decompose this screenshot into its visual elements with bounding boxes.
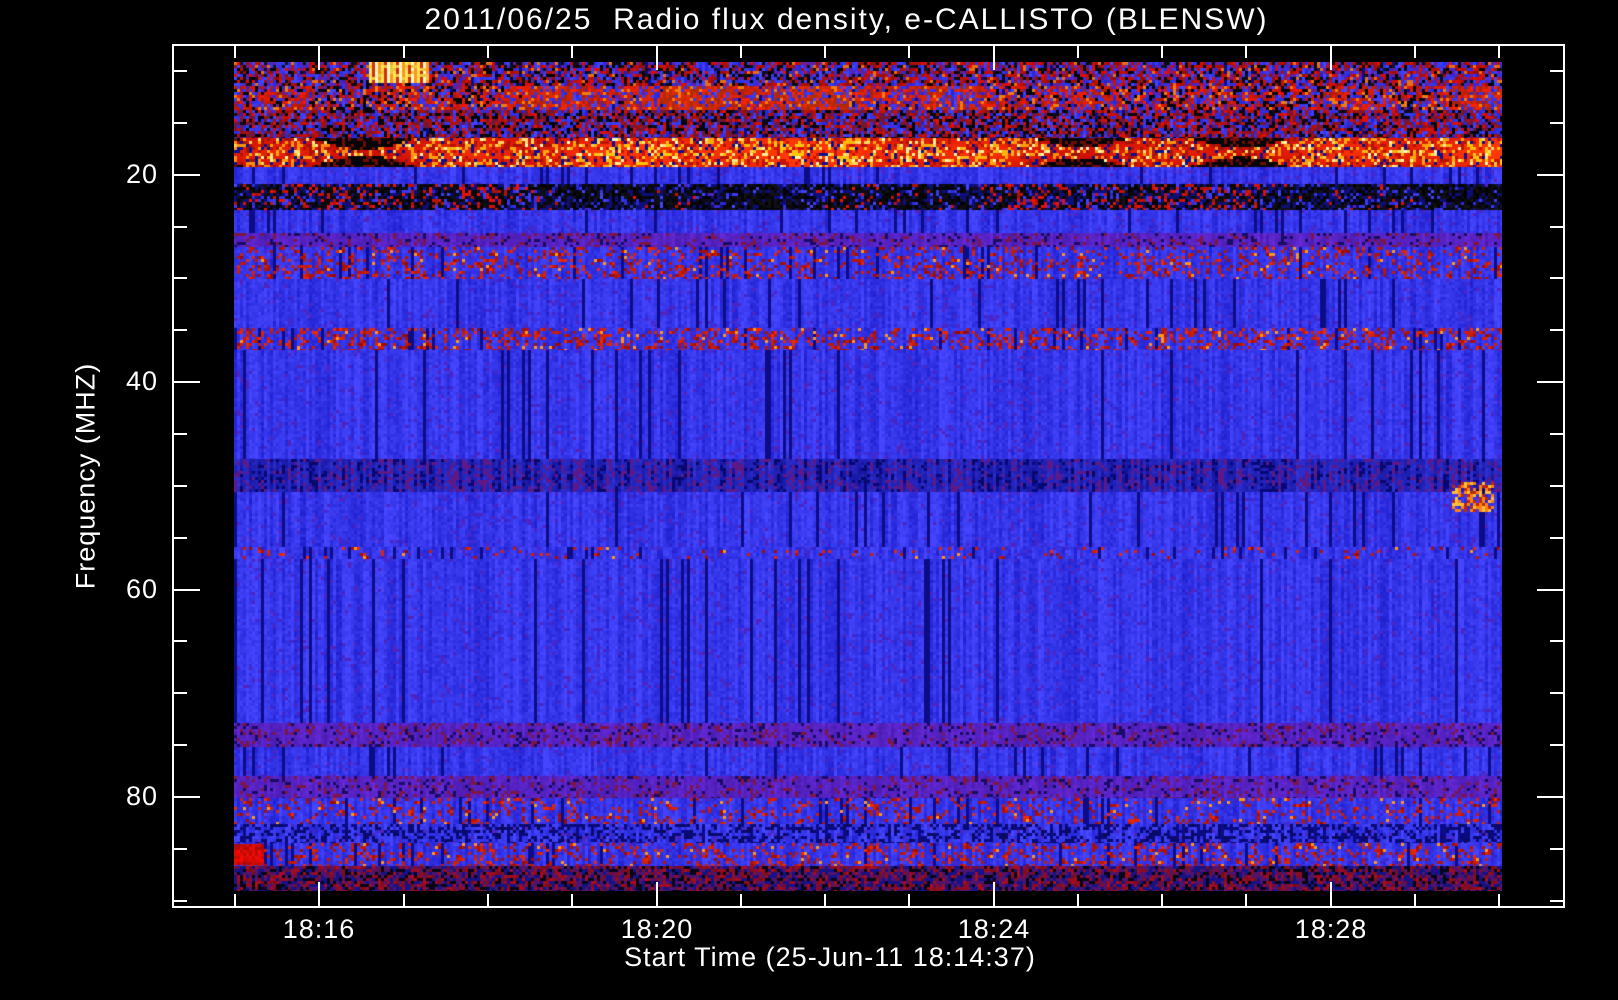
- y-minor-tick: [174, 433, 187, 435]
- y-minor-tick: [1550, 848, 1563, 850]
- x-tick-label: 18:28: [1294, 914, 1368, 944]
- y-major-tick: [174, 589, 200, 591]
- y-tick-label: 80: [125, 781, 158, 811]
- y-minor-tick: [1550, 692, 1563, 694]
- x-minor-tick: [824, 46, 826, 58]
- y-minor-tick: [174, 692, 187, 694]
- x-minor-tick: [1077, 894, 1079, 906]
- y-minor-tick: [174, 640, 187, 642]
- x-major-tick: [1330, 882, 1332, 906]
- x-major-tick: [656, 882, 658, 906]
- y-major-tick: [1537, 589, 1563, 591]
- y-minor-tick: [1550, 744, 1563, 746]
- x-minor-tick: [1161, 46, 1163, 58]
- x-minor-tick: [740, 46, 742, 58]
- y-major-tick: [1537, 174, 1563, 176]
- y-minor-tick: [1550, 900, 1563, 902]
- y-major-tick: [174, 796, 200, 798]
- x-minor-tick: [487, 894, 489, 906]
- y-minor-tick: [174, 122, 187, 124]
- y-minor-tick: [174, 537, 187, 539]
- y-minor-tick: [174, 744, 187, 746]
- x-axis-label: Start Time (25-Jun-11 18:14:37): [624, 942, 1036, 972]
- plot-frame: [172, 44, 1565, 908]
- x-tick-label: 18:24: [957, 914, 1031, 944]
- y-minor-tick: [1550, 329, 1563, 331]
- x-minor-tick: [1498, 894, 1500, 906]
- y-axis-label: Frequency (MHZ): [70, 362, 101, 590]
- x-minor-tick: [824, 894, 826, 906]
- x-major-tick: [1330, 46, 1332, 70]
- x-major-tick: [318, 882, 320, 906]
- x-minor-tick: [740, 894, 742, 906]
- x-major-tick: [318, 46, 320, 70]
- y-minor-tick: [174, 848, 187, 850]
- x-minor-tick: [908, 894, 910, 906]
- x-major-tick: [993, 46, 995, 70]
- y-minor-tick: [1550, 122, 1563, 124]
- x-minor-tick: [1077, 46, 1079, 58]
- y-minor-tick: [1550, 537, 1563, 539]
- y-minor-tick: [1550, 277, 1563, 279]
- x-minor-tick: [1414, 894, 1416, 906]
- x-minor-tick: [487, 46, 489, 58]
- y-minor-tick: [174, 485, 187, 487]
- x-tick-label: 18:16: [282, 914, 356, 944]
- x-minor-tick: [1245, 894, 1247, 906]
- x-minor-tick: [1498, 46, 1500, 58]
- x-minor-tick: [1245, 46, 1247, 58]
- x-tick-label: 18:20: [620, 914, 694, 944]
- y-major-tick: [1537, 381, 1563, 383]
- x-major-tick: [656, 46, 658, 70]
- y-minor-tick: [1550, 433, 1563, 435]
- y-minor-tick: [174, 70, 187, 72]
- y-minor-tick: [174, 277, 187, 279]
- x-minor-tick: [1414, 46, 1416, 58]
- x-minor-tick: [234, 46, 236, 58]
- x-minor-tick: [403, 894, 405, 906]
- y-minor-tick: [1550, 640, 1563, 642]
- x-minor-tick: [1161, 894, 1163, 906]
- x-minor-tick: [571, 894, 573, 906]
- y-minor-tick: [174, 900, 187, 902]
- x-major-tick: [993, 882, 995, 906]
- y-major-tick: [1537, 796, 1563, 798]
- x-minor-tick: [234, 894, 236, 906]
- spectrogram-canvas: [234, 62, 1502, 891]
- y-minor-tick: [174, 329, 187, 331]
- y-minor-tick: [1550, 226, 1563, 228]
- figure-title: 2011/06/25 Radio flux density, e-CALLIST…: [424, 3, 1269, 36]
- x-minor-tick: [908, 46, 910, 58]
- x-minor-tick: [571, 46, 573, 58]
- y-major-tick: [174, 174, 200, 176]
- y-minor-tick: [174, 226, 187, 228]
- x-minor-tick: [403, 46, 405, 58]
- y-tick-label: 40: [125, 366, 158, 396]
- y-minor-tick: [1550, 70, 1563, 72]
- y-major-tick: [174, 381, 200, 383]
- y-tick-label: 60: [125, 574, 158, 604]
- y-minor-tick: [1550, 485, 1563, 487]
- y-tick-label: 20: [125, 159, 158, 189]
